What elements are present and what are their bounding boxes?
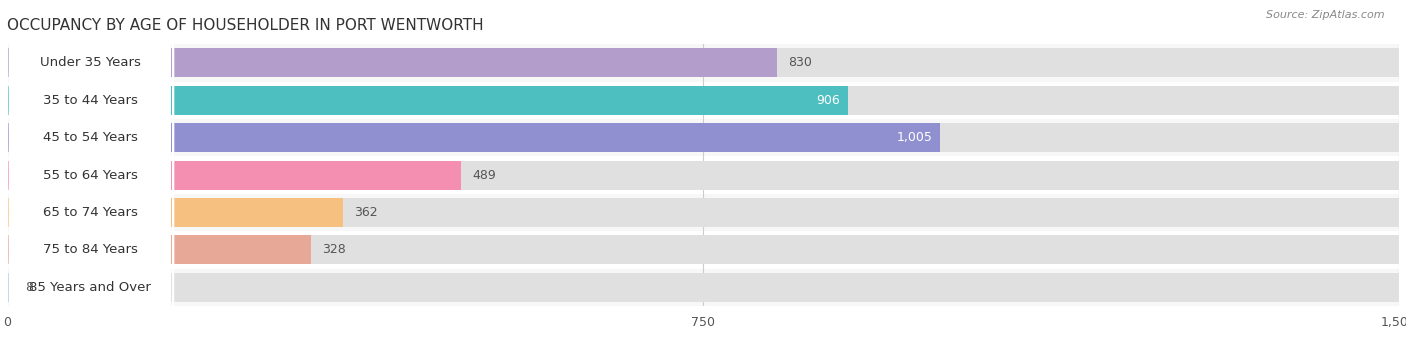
Bar [7, 198, 1399, 227]
Bar [7, 86, 1399, 115]
Text: 65 to 74 Years: 65 to 74 Years [42, 206, 138, 219]
Text: 85 Years and Over: 85 Years and Over [30, 281, 150, 294]
Bar [7, 194, 1399, 231]
Bar [7, 273, 14, 302]
FancyBboxPatch shape [6, 0, 174, 340]
Text: 489: 489 [472, 169, 496, 182]
Text: 906: 906 [817, 94, 841, 107]
Text: 55 to 64 Years: 55 to 64 Years [42, 169, 138, 182]
Bar [7, 198, 343, 227]
Bar [7, 235, 1399, 265]
Text: Source: ZipAtlas.com: Source: ZipAtlas.com [1267, 10, 1385, 20]
Text: 45 to 54 Years: 45 to 54 Years [42, 131, 138, 144]
Text: 362: 362 [354, 206, 378, 219]
FancyBboxPatch shape [6, 0, 174, 340]
FancyBboxPatch shape [6, 0, 174, 340]
Bar [7, 160, 461, 190]
Bar [7, 86, 848, 115]
Text: 1,005: 1,005 [897, 131, 932, 144]
FancyBboxPatch shape [6, 0, 174, 340]
Bar [7, 44, 1399, 82]
Text: 35 to 44 Years: 35 to 44 Years [42, 94, 138, 107]
Bar [7, 231, 1399, 269]
Text: OCCUPANCY BY AGE OF HOUSEHOLDER IN PORT WENTWORTH: OCCUPANCY BY AGE OF HOUSEHOLDER IN PORT … [7, 18, 484, 33]
Bar [7, 235, 311, 265]
Text: 328: 328 [322, 243, 346, 256]
Text: 75 to 84 Years: 75 to 84 Years [42, 243, 138, 256]
Bar [7, 119, 1399, 156]
Bar [7, 156, 1399, 194]
Bar [7, 48, 1399, 78]
Bar [7, 273, 1399, 302]
Bar [7, 123, 1399, 152]
Bar [7, 160, 1399, 190]
FancyBboxPatch shape [6, 0, 174, 340]
Bar [7, 123, 939, 152]
Bar [7, 82, 1399, 119]
Text: 830: 830 [789, 56, 813, 69]
FancyBboxPatch shape [6, 0, 174, 340]
FancyBboxPatch shape [6, 0, 174, 340]
Text: Under 35 Years: Under 35 Years [39, 56, 141, 69]
Text: 8: 8 [25, 281, 34, 294]
Bar [7, 269, 1399, 306]
Bar [7, 48, 778, 78]
